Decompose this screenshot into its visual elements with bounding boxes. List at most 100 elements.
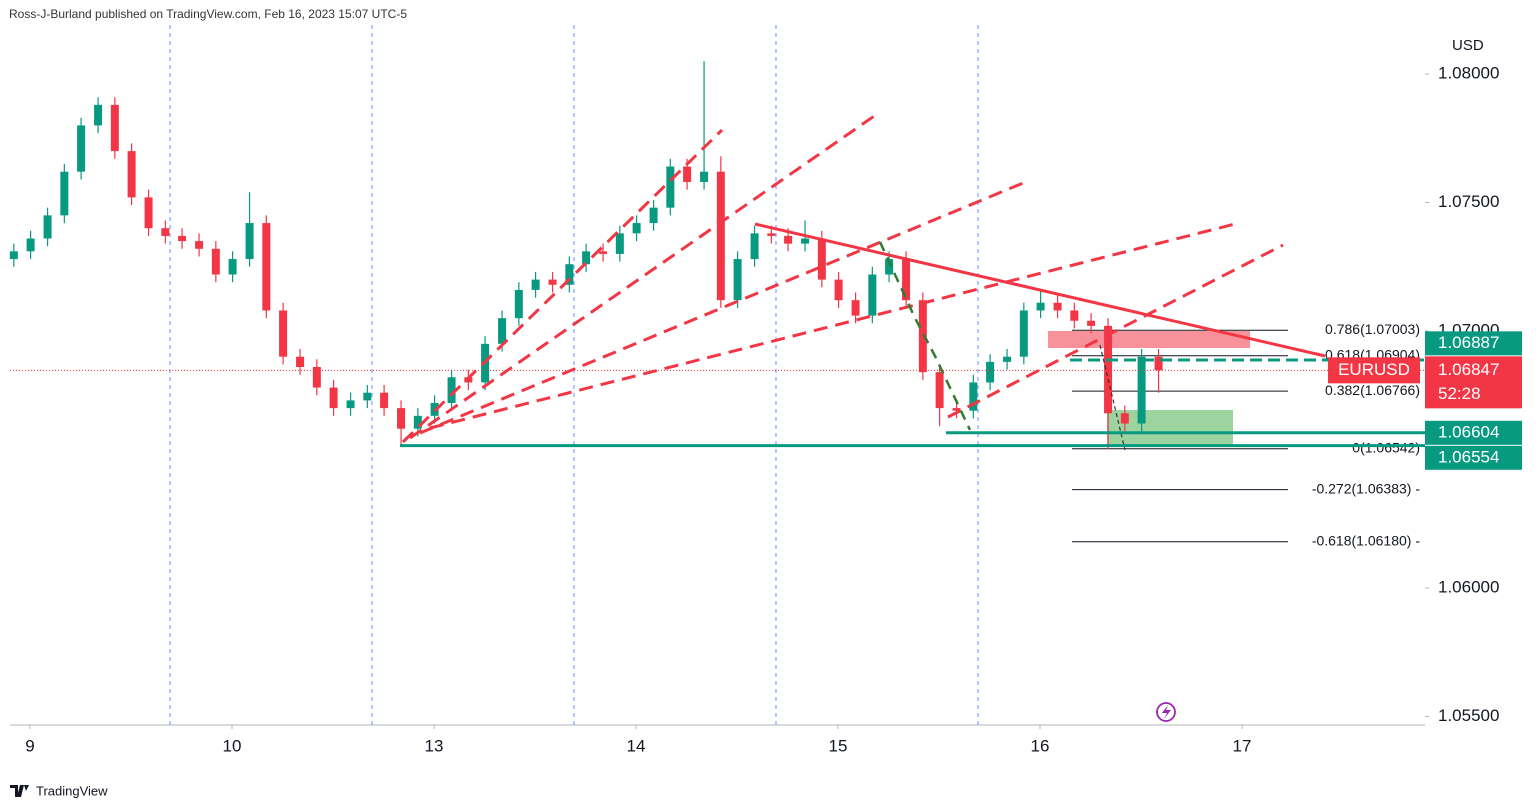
candle-body — [986, 361, 995, 383]
candle-body — [26, 238, 35, 252]
candle-body — [548, 279, 557, 285]
price-tag — [1425, 331, 1522, 356]
y-tick-label: 1.06000 — [1438, 578, 1499, 597]
candle-body — [60, 171, 69, 216]
candle-body — [380, 392, 389, 409]
candle-body — [632, 223, 641, 234]
candle-body — [144, 197, 153, 229]
candle-body — [1154, 356, 1163, 371]
candle-body — [1120, 413, 1129, 424]
candle-body — [649, 207, 658, 224]
candle-body — [228, 259, 237, 275]
candle-body — [245, 223, 254, 260]
zones — [1048, 331, 1250, 446]
candle-body — [161, 228, 170, 236]
candle-body — [531, 279, 540, 290]
candle-body — [918, 300, 927, 373]
x-tick-label: 15 — [829, 736, 848, 755]
y-tick-label: 1.05500 — [1438, 706, 1499, 725]
candle-body — [262, 223, 271, 311]
trendline — [754, 222, 1326, 358]
replay-icon — [1156, 702, 1176, 722]
candle-body — [178, 235, 187, 242]
price-tag — [1425, 420, 1522, 445]
candle-body — [9, 251, 18, 260]
candle-body — [817, 238, 826, 280]
candle-body — [110, 104, 119, 152]
fan-line — [409, 110, 881, 440]
supply-zone — [1048, 331, 1250, 348]
candle-body — [716, 171, 725, 301]
y-tick-label: 1.07500 — [1438, 192, 1499, 211]
candle-body — [700, 171, 709, 182]
y-tick-label: 1.08000 — [1438, 64, 1499, 83]
fib-label: -0.272(1.06383) - — [1312, 480, 1421, 496]
candle-body — [296, 356, 305, 367]
candle-body — [77, 125, 86, 172]
candle-body — [1137, 356, 1146, 424]
candle-body — [952, 408, 961, 411]
fan-line — [429, 222, 1236, 430]
candle-body — [1003, 356, 1012, 362]
candle-body — [1019, 310, 1028, 357]
candle-body — [615, 233, 624, 254]
candle-body — [514, 289, 523, 319]
wave-line — [878, 241, 972, 431]
price-tag-label: 1.06604 — [1438, 422, 1499, 441]
candle-body — [885, 259, 894, 275]
price-tags: EURUSD 1.06847 52:28 1.06887 1.06604 1.06554 — [1328, 331, 1522, 470]
last-price-tag — [1425, 356, 1522, 409]
candle-body — [969, 382, 978, 411]
candle-body — [447, 377, 456, 403]
candle-body — [498, 318, 507, 344]
candle-body — [851, 300, 860, 316]
candle-body — [801, 238, 810, 244]
header: Ross-J-Burland published on TradingView.… — [9, 7, 407, 21]
price-tag-label: 1.06887 — [1438, 333, 1499, 352]
fib-label: 0.382(1.06766) — [1325, 382, 1420, 398]
fan-line — [401, 128, 724, 444]
fan-line — [947, 243, 1284, 419]
candle-body — [312, 366, 321, 388]
axes: 9 10 13 14 15 16 171.080001.075001.070001.0600… — [25, 64, 1499, 756]
candle-body — [346, 400, 355, 409]
countdown: 52:28 — [1438, 384, 1481, 403]
candle-body — [599, 251, 608, 254]
symbol-label: EURUSD — [1338, 360, 1410, 379]
candle-body — [1087, 320, 1096, 326]
currency: USD — [1452, 37, 1484, 54]
footer: TradingView — [36, 783, 108, 798]
candle-body — [582, 251, 591, 265]
candle-body — [902, 259, 911, 301]
x-tick-label: 13 — [425, 736, 444, 755]
candle-body — [565, 264, 574, 285]
candle-body — [733, 259, 742, 301]
candle-body — [1070, 310, 1079, 321]
fib-label: 0(1.06542) — [1352, 439, 1420, 455]
fib-label: 0.786(1.07003) — [1325, 321, 1420, 337]
candle-body — [211, 248, 220, 275]
drawings — [401, 110, 1326, 451]
x-tick-label: 9 — [25, 736, 34, 755]
wave-line — [1099, 344, 1126, 451]
candle-body — [750, 233, 759, 260]
candle-body — [666, 166, 675, 208]
candle-body — [127, 151, 136, 198]
candle-body — [868, 274, 877, 316]
fib-label: -0.618(1.06180) - — [1312, 532, 1421, 548]
candle-body — [279, 310, 288, 357]
x-tick-label: 10 — [223, 736, 242, 755]
candle-body — [683, 166, 692, 182]
candle-body — [767, 233, 776, 236]
x-tick-label: 16 — [1031, 736, 1050, 755]
candle-body — [329, 387, 338, 409]
candle-body — [1104, 325, 1113, 414]
last-price-label: 1.06847 — [1438, 360, 1499, 379]
candle-body — [784, 235, 793, 244]
candle-body — [1053, 302, 1062, 311]
symbol-tag — [1328, 357, 1420, 384]
candle-body — [94, 104, 103, 126]
